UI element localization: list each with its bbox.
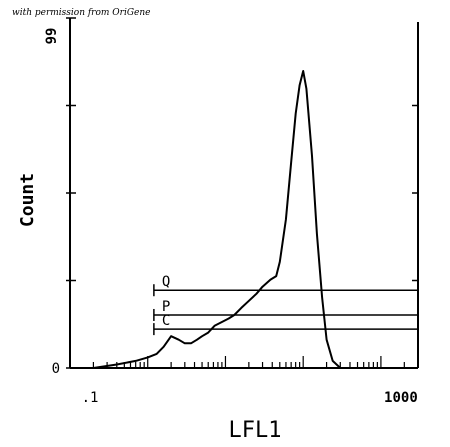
y-tick-label: 0 — [52, 361, 60, 377]
x-tick-label: 1000 — [384, 390, 418, 406]
histogram-curve — [70, 70, 341, 369]
y-axis-label: Count — [17, 173, 38, 227]
plot-frame — [66, 17, 419, 369]
y-tick-label: 99 — [44, 28, 60, 45]
x-axis-label: LFL1 — [229, 418, 282, 443]
gate-label: C — [162, 313, 170, 329]
gate-markers: QPC — [153, 274, 418, 336]
gate-label: Q — [162, 274, 170, 290]
credit-text: with permission from OriGene — [12, 8, 151, 18]
tick-labels: .1 1000 0 99 — [44, 28, 418, 406]
x-tick-label: .1 — [82, 390, 99, 406]
gate-label: P — [162, 299, 170, 315]
